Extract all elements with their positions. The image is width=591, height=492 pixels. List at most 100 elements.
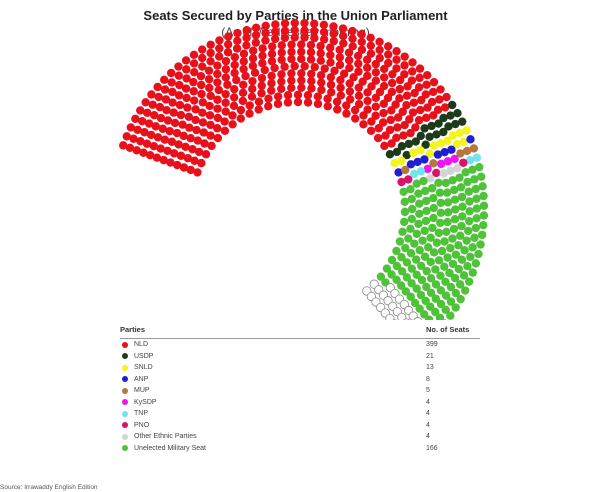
- seat-dot: [182, 65, 191, 74]
- legend-swatch: [122, 364, 128, 371]
- seat-dot: [407, 214, 416, 224]
- seat-dot: [238, 88, 248, 98]
- seat-dot: [213, 95, 222, 104]
- legend-value: 399: [426, 341, 438, 349]
- seat-dot: [410, 88, 419, 98]
- seat-dot: [168, 98, 177, 107]
- seat-dot: [415, 246, 424, 255]
- seat-dot: [446, 282, 456, 292]
- seat-dot: [441, 178, 451, 188]
- seat-dot: [417, 275, 427, 285]
- seat-dot: [230, 52, 240, 62]
- legend-swatch: [122, 445, 128, 452]
- seat-dot: [443, 198, 453, 207]
- seat-dot: [345, 79, 354, 88]
- legend-row: ANP 8: [120, 374, 480, 386]
- seat-dot: [435, 95, 444, 104]
- seat-dot: [407, 204, 417, 214]
- seat-dot: [383, 42, 393, 51]
- seat-dot: [436, 271, 445, 280]
- seat-dot: [411, 123, 420, 132]
- legend-label: Unelected Military Seat: [134, 444, 206, 452]
- seat-dot: [375, 53, 384, 63]
- seat-dot: [464, 187, 473, 196]
- seat-dot: [465, 156, 475, 165]
- seat-dot: [431, 307, 440, 317]
- seat-dot: [384, 58, 393, 68]
- seat-dot: [433, 150, 443, 159]
- seat-dot: [456, 294, 465, 304]
- seat-dot: [200, 139, 209, 148]
- seat-dot: [175, 100, 185, 110]
- seat-dot: [336, 83, 345, 92]
- seat-dot: [466, 252, 475, 262]
- seat-dot: [236, 105, 246, 115]
- seat-dot: [446, 297, 456, 306]
- seat-dot: [363, 105, 372, 114]
- seat-dot: [454, 241, 463, 250]
- seat-dot: [441, 277, 450, 287]
- seat-dot: [271, 27, 280, 36]
- seat-dot: [379, 73, 389, 82]
- seat-dot: [386, 115, 395, 125]
- seat-dot: [182, 93, 191, 103]
- seat-dot: [207, 141, 216, 151]
- seat-dot: [479, 201, 489, 210]
- seat-dot: [456, 231, 465, 240]
- seat-dot: [326, 80, 336, 89]
- seat-dot: [173, 160, 182, 170]
- seat-dot: [425, 132, 434, 142]
- seat-dot: [348, 34, 357, 43]
- seat-dot: [167, 78, 176, 87]
- legend-row: PNO 4: [120, 420, 480, 432]
- seat-dot: [390, 158, 399, 168]
- seat-dot: [239, 80, 248, 90]
- seat-dot: [249, 46, 258, 55]
- seat-dot: [261, 28, 270, 38]
- seat-dot: [148, 100, 157, 109]
- seat-dot: [345, 95, 355, 104]
- seat-dot: [335, 60, 345, 70]
- seat-dot: [465, 277, 474, 286]
- seat-dot: [436, 208, 446, 218]
- seat-dot: [405, 115, 414, 124]
- seat-dot: [447, 145, 456, 154]
- parliament-chart: [119, 18, 489, 320]
- seat-dot: [387, 106, 396, 115]
- seat-dot: [400, 120, 409, 130]
- seat-dot: [198, 118, 208, 127]
- seat-dot: [476, 172, 486, 181]
- seat-dot: [205, 111, 215, 120]
- seat-dot: [198, 108, 207, 117]
- seat-dot: [426, 233, 435, 242]
- seat-dot: [392, 55, 401, 64]
- seat-dot: [223, 80, 232, 89]
- seat-dot: [213, 78, 222, 87]
- seat-dot: [280, 26, 290, 35]
- seat-dot: [290, 61, 299, 71]
- seat-dot: [458, 212, 467, 221]
- seat-dot: [442, 227, 451, 237]
- seat-dot: [221, 107, 230, 116]
- seat-dot: [326, 58, 335, 67]
- legend-table: Parties No. of Seats NLD 399 USDP 21 SNLD 13 A…: [120, 325, 480, 454]
- seat-dot: [338, 31, 348, 41]
- seat-dot: [440, 147, 449, 157]
- seat-dot: [277, 84, 286, 94]
- seat-dot: [462, 236, 471, 245]
- seat-dot: [420, 226, 429, 236]
- legend-value: 21: [426, 352, 434, 360]
- seat-dot: [349, 73, 358, 82]
- legend-label: Other Ethnic Parties: [134, 433, 197, 441]
- seat-dot: [323, 102, 332, 111]
- seat-dot: [415, 304, 424, 313]
- seat-dot: [215, 36, 224, 45]
- seat-dot: [400, 52, 409, 61]
- seat-dot: [214, 85, 223, 95]
- seat-dot: [406, 128, 415, 138]
- seat-dot: [319, 27, 329, 37]
- seat-dot: [174, 71, 184, 80]
- seat-dot: [248, 76, 257, 86]
- seat-dot: [191, 105, 200, 114]
- seat-dot: [239, 49, 249, 58]
